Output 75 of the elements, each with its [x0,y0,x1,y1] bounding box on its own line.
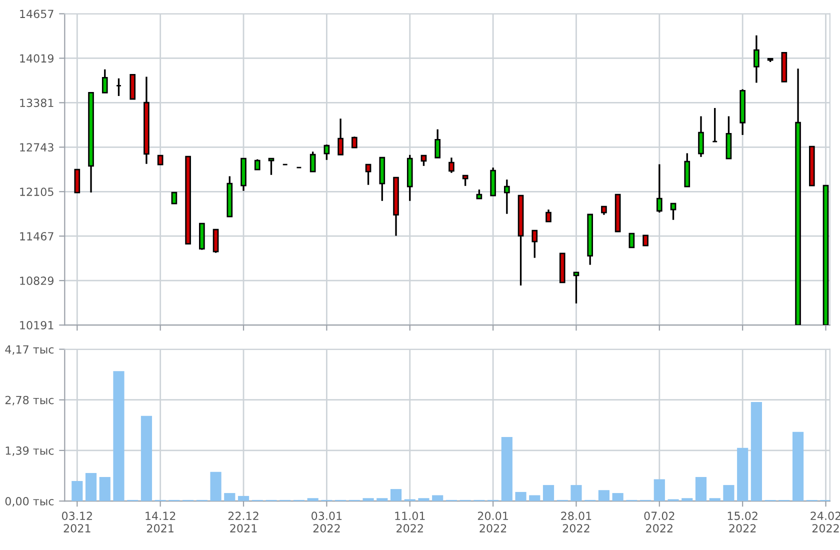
y-tick-label: 2,78 тыс [5,396,54,406]
x-tick-label: 07.02 2022 [644,512,674,533]
candlestick [74,168,80,194]
bar [709,498,720,502]
candlestick [532,230,538,259]
bar [723,485,734,502]
bar [682,498,693,502]
bar [750,402,762,502]
bar [598,490,610,502]
candlestick [352,136,358,148]
bar [695,477,707,502]
y-tick-label: 12105 [20,188,54,196]
candlestick [698,115,704,158]
bar [737,448,748,502]
y-tick-label: 10191 [20,321,54,330]
candlestick [462,174,468,187]
candlestick [504,178,510,215]
bar [418,498,430,502]
candlestick [546,208,552,222]
y-tick-label: 14657 [20,10,54,18]
candlestick [448,156,454,174]
candlestick [310,150,316,172]
bar [570,485,582,502]
y-tick-label: 1,39 тыс [6,446,54,456]
candlestick [628,232,635,248]
bar [362,498,374,502]
x-tick-label: 20.01 2022 [478,512,508,533]
x-tick-label: 22.12 2021 [228,512,258,533]
candlestick [102,68,108,94]
y-tick-label: 11467 [20,232,54,240]
x-tick-label: 11.01 2022 [395,512,425,533]
candlestick [434,128,441,158]
candlestick [268,158,274,176]
y-tick-label: 4,17 тыс [5,345,54,355]
bar [529,495,540,502]
candlestick [420,154,427,167]
candlestick [365,164,372,186]
bar [140,416,152,502]
bar [238,496,250,502]
bar [515,492,526,502]
candlestick [642,234,648,246]
bar [432,495,444,502]
bar [85,473,97,502]
bar [654,479,665,502]
y-tick-label: 10829 [20,276,54,285]
candlestick [754,34,760,84]
candlestick [573,272,580,304]
y-tick-label: 13381 [20,98,54,108]
bar [501,436,512,502]
y-tick-label: 0,00 тыс [5,497,54,507]
bar [224,493,236,502]
x-tick-label: 14.12 2021 [146,512,176,533]
candlestick [656,163,662,214]
x-tick-label: 28.01 2022 [561,512,592,533]
bar [612,493,624,502]
bar [376,498,388,502]
bar [792,432,804,502]
bar [307,498,318,502]
candlestick [171,192,178,204]
x-tick-label: 03.01 2022 [312,512,342,533]
bar [99,477,110,502]
candlestick [254,158,260,170]
candlestick [324,144,330,161]
candlestick [338,118,344,156]
bar [113,371,124,502]
y-tick-label: 14019 [20,54,54,63]
candlestick [212,228,219,254]
bar [210,472,222,502]
x-tick-label: 15.02 2022 [728,512,758,533]
y-tick-label: 12743 [20,143,54,152]
candlestick [670,202,676,221]
bar [72,481,83,502]
bar [542,485,554,502]
bar [390,489,402,502]
x-tick-label: 03.12 2021 [62,512,92,533]
